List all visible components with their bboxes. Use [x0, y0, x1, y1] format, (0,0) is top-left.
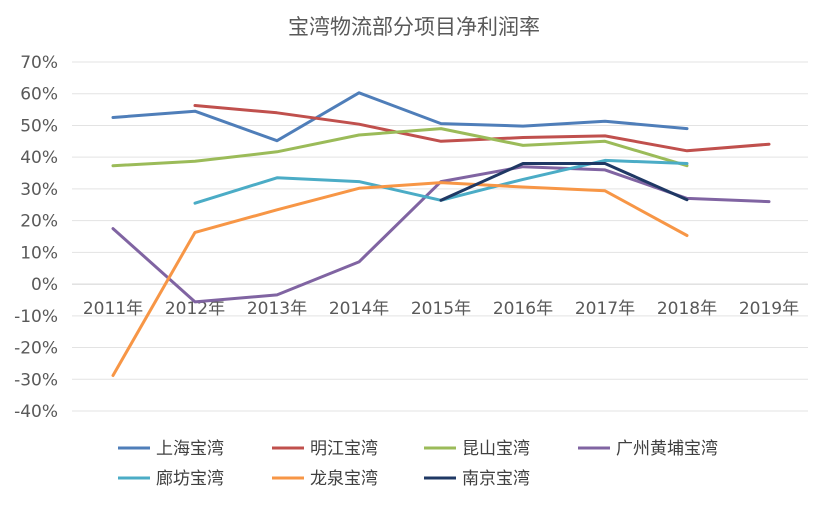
series-line-6 [111, 181, 689, 377]
y-tick-label: -40% [14, 402, 58, 422]
series-line-2 [193, 104, 771, 153]
legend-label: 南京宝湾 [462, 469, 530, 489]
legend-label: 廊坊宝湾 [156, 469, 224, 489]
x-tick-label: 2018年 [657, 299, 717, 319]
gridlines [72, 61, 808, 412]
series-line-3 [111, 127, 689, 168]
series-line-4 [111, 165, 771, 304]
y-tick-label: -30% [14, 370, 58, 390]
x-tick-label: 2013年 [247, 299, 307, 319]
legend-item: 明江宝湾 [272, 439, 378, 459]
y-tick-label: 60% [20, 85, 58, 105]
y-tick-label: 20% [20, 212, 58, 232]
x-tick-label: 2014年 [329, 299, 389, 319]
legend-label: 龙泉宝湾 [310, 469, 378, 489]
legend-label: 广州黄埔宝湾 [616, 439, 718, 459]
y-tick-label: 0% [31, 275, 58, 295]
series-line-1 [111, 91, 689, 143]
x-tick-label: 2017年 [575, 299, 635, 319]
y-axis-ticks: -40% -30% -20% -10% 0% 10% 20% 30% 40% 50% 60% 70% [14, 53, 58, 422]
y-tick-label: -20% [14, 339, 58, 359]
legend-item: 南京宝湾 [424, 469, 530, 489]
x-tick-label: 2012年 [165, 299, 225, 319]
legend-item: 上海宝湾 [118, 439, 224, 459]
legend-label: 明江宝湾 [310, 439, 378, 459]
x-tick-label: 2016年 [493, 299, 553, 319]
y-tick-label: 10% [20, 243, 58, 263]
x-tick-label: 2019年 [739, 299, 799, 319]
y-tick-label: 40% [20, 148, 58, 168]
legend-label: 昆山宝湾 [462, 439, 530, 459]
series-lines [111, 91, 771, 377]
y-tick-label: 30% [20, 180, 58, 200]
legend-item: 龙泉宝湾 [272, 469, 378, 489]
x-tick-label: 2011年 [83, 299, 143, 319]
legend-item: 广州黄埔宝湾 [578, 439, 718, 459]
x-axis-ticks: 2011年 2012年 2013年 2014年 2015年 2016年 2017年 2018年… [83, 299, 799, 319]
y-tick-label: 50% [20, 116, 58, 136]
series-line-7 [439, 162, 689, 202]
legend-label: 上海宝湾 [156, 439, 224, 459]
legend-item: 昆山宝湾 [424, 439, 530, 459]
y-tick-label: 70% [20, 53, 58, 73]
legend-item: 廊坊宝湾 [118, 469, 224, 489]
y-tick-label: -10% [14, 307, 58, 327]
x-tick-label: 2015年 [411, 299, 471, 319]
chart-title: 宝湾物流部分项目净利润率 [288, 15, 540, 39]
